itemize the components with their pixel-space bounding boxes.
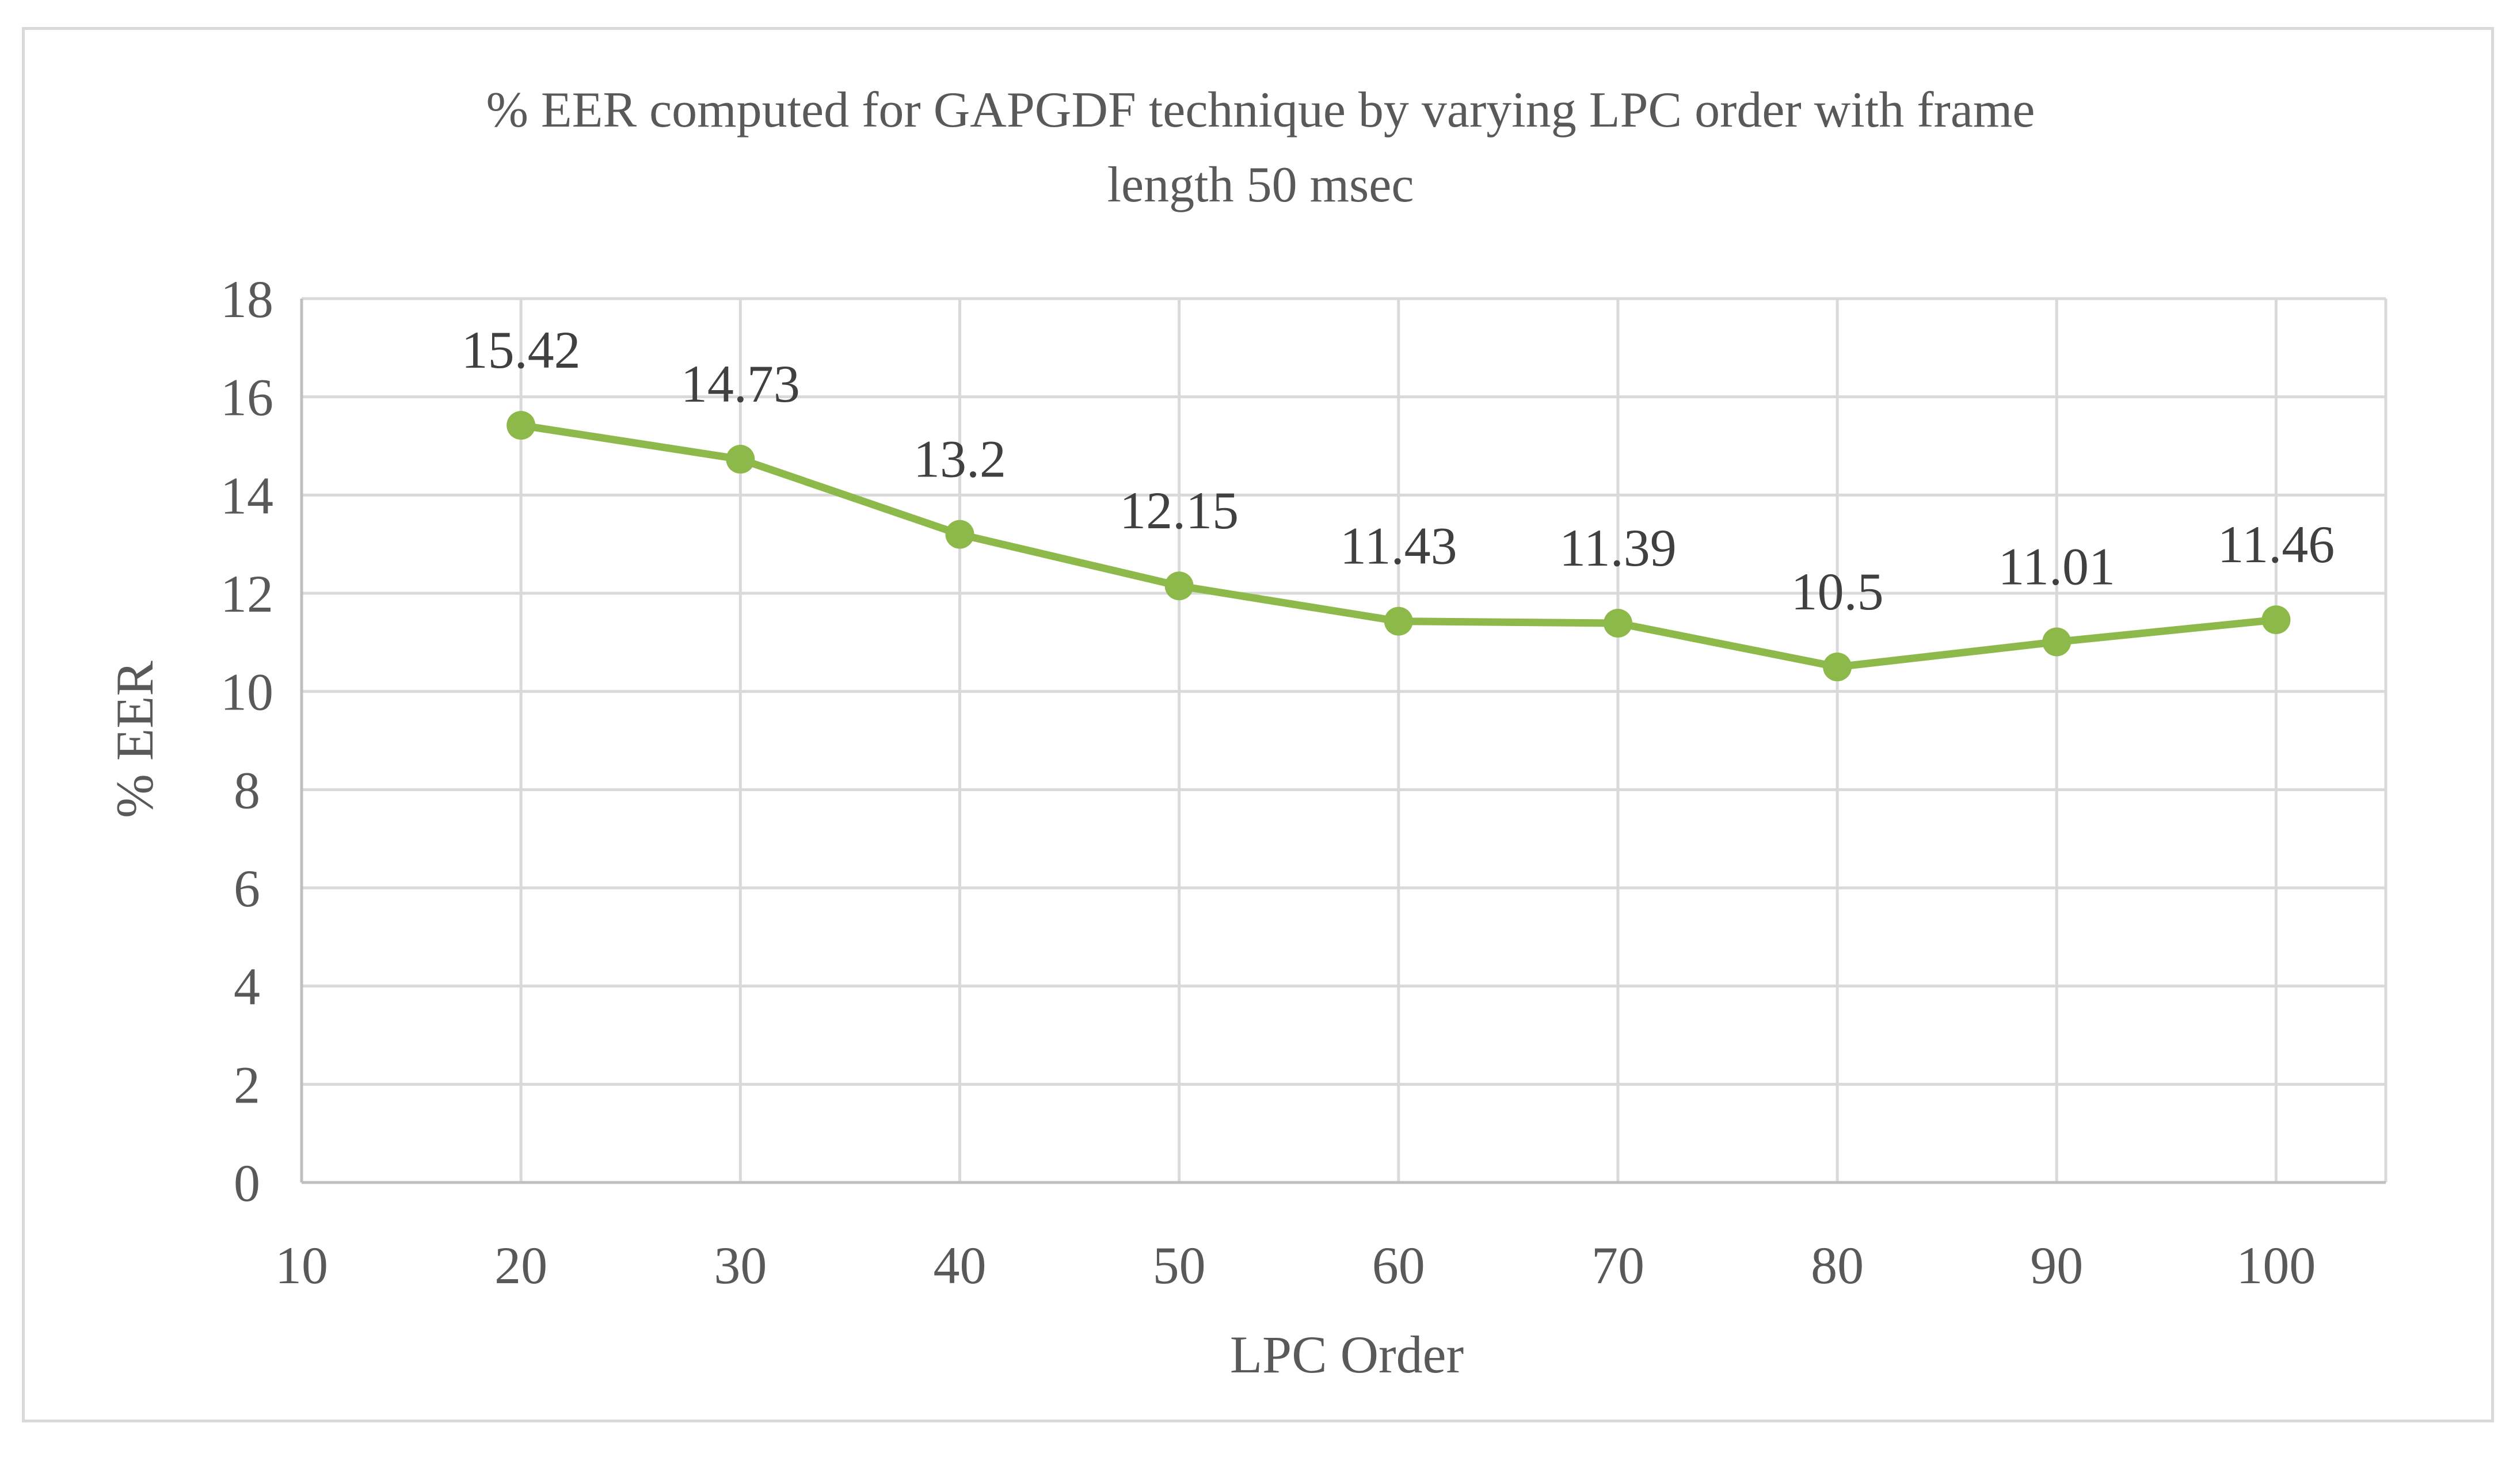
data-label: 13.2 <box>913 430 1006 489</box>
x-tick-label: 10 <box>275 1236 328 1295</box>
data-point <box>1603 609 1632 638</box>
y-tick-label: 16 <box>220 368 273 427</box>
x-axis-label: LPC Order <box>1230 1325 1464 1384</box>
x-axis-ticks: 10 20 30 40 50 60 70 80 90 100 <box>275 1236 2316 1295</box>
x-tick-label: 90 <box>2030 1236 2083 1295</box>
y-axis-label: % EER <box>105 661 164 818</box>
data-label: 10.5 <box>1791 562 1884 621</box>
data-label: 11.46 <box>2218 515 2335 574</box>
x-tick-label: 20 <box>494 1236 547 1295</box>
data-point <box>1823 653 1852 681</box>
data-label: 14.73 <box>681 354 800 413</box>
y-tick-label: 18 <box>220 270 273 329</box>
x-tick-label: 30 <box>714 1236 767 1295</box>
data-label: 11.01 <box>1998 537 2115 596</box>
y-tick-label: 10 <box>220 663 273 722</box>
x-tick-label: 100 <box>2236 1236 2316 1295</box>
x-tick-label: 50 <box>1153 1236 1206 1295</box>
data-label: 11.43 <box>1340 517 1457 575</box>
y-tick-label: 12 <box>220 564 273 623</box>
data-point <box>2042 627 2072 657</box>
x-tick-label: 40 <box>933 1236 986 1295</box>
chart-title-line-1: % EER computed for GAPGDF technique by v… <box>486 82 2035 138</box>
data-point <box>726 445 755 474</box>
data-point <box>1164 571 1194 601</box>
data-point <box>1384 606 1413 636</box>
data-point <box>945 520 974 549</box>
y-tick-label: 2 <box>234 1055 260 1114</box>
chart-frame <box>22 27 2494 1422</box>
y-tick-label: 14 <box>220 466 273 525</box>
data-point <box>507 411 536 440</box>
chart-title: % EER computed for GAPGDF technique by v… <box>486 82 2035 213</box>
y-tick-label: 6 <box>234 859 260 918</box>
data-label: 15.42 <box>462 321 581 379</box>
data-point <box>2261 605 2291 635</box>
x-tick-label: 80 <box>1811 1236 1864 1295</box>
x-tick-label: 70 <box>1591 1236 1644 1295</box>
data-labels: 15.42 14.73 13.2 12.15 11.43 11.39 10.5 11.01 11… <box>462 321 2335 621</box>
data-label: 11.39 <box>1559 518 1677 577</box>
y-tick-label: 0 <box>234 1154 260 1212</box>
x-tick-label: 60 <box>1372 1236 1425 1295</box>
chart-title-line-2: length 50 msec <box>1107 157 1414 213</box>
y-tick-label: 4 <box>234 957 260 1016</box>
axes <box>300 299 2386 1184</box>
series-eer <box>507 411 2291 681</box>
grid <box>302 297 2387 1182</box>
y-axis-ticks: 0 2 4 6 8 10 12 14 16 18 <box>220 270 273 1212</box>
data-label: 12.15 <box>1119 481 1239 540</box>
y-tick-label: 8 <box>234 761 260 819</box>
